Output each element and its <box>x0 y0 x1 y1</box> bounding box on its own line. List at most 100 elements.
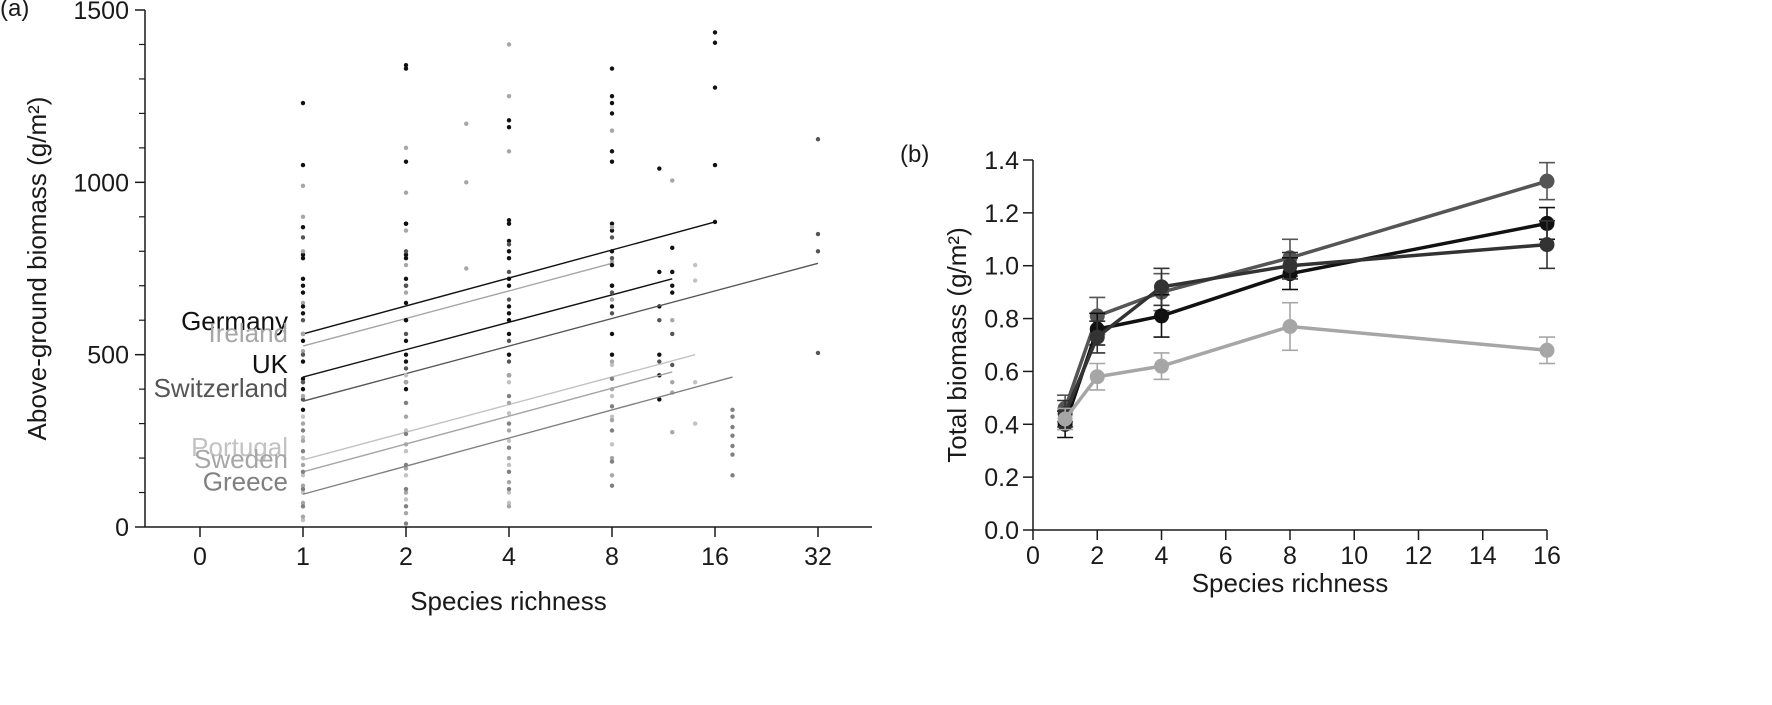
data-point <box>670 362 675 368</box>
data-point <box>403 262 409 268</box>
panel-label-a: (a) <box>0 0 29 22</box>
data-point <box>609 228 615 233</box>
series-greece: Greece <box>203 376 735 526</box>
data-point <box>300 183 306 188</box>
data-point <box>403 338 409 344</box>
data-point <box>403 511 409 516</box>
regression-line <box>302 278 673 378</box>
data-point <box>506 504 512 509</box>
data-point <box>506 486 512 492</box>
data-point <box>506 283 512 288</box>
data-point <box>609 255 615 261</box>
data-point <box>403 366 409 371</box>
y-tick-label: 1500 <box>73 0 129 25</box>
data-point <box>609 331 615 337</box>
data-point <box>692 278 698 283</box>
data-point <box>300 500 306 506</box>
data-point <box>730 452 735 457</box>
data-point <box>506 469 512 475</box>
data-point <box>609 111 615 116</box>
data-point <box>506 249 512 254</box>
data-point <box>609 352 615 357</box>
data-point <box>506 411 512 416</box>
data-point <box>506 479 512 485</box>
data-point <box>300 462 306 468</box>
data-point <box>403 448 409 454</box>
data-point <box>609 311 615 316</box>
data-point <box>815 350 821 356</box>
data-point <box>300 162 306 168</box>
data-point <box>403 283 409 288</box>
data-point <box>506 438 512 444</box>
data-point <box>464 180 469 185</box>
series-label: UK <box>252 349 289 379</box>
data-point <box>692 421 698 426</box>
data-point <box>609 235 615 240</box>
x-tick-label: 6 <box>1219 542 1233 570</box>
x-tick-label: 16 <box>701 543 729 571</box>
data-point <box>730 407 735 413</box>
regression-line <box>302 376 733 495</box>
data-point <box>506 331 512 337</box>
data-point <box>506 400 512 406</box>
regression-line <box>302 262 613 347</box>
data-point <box>692 262 698 268</box>
x-tick-label: 1 <box>296 543 310 571</box>
data-point <box>300 407 306 413</box>
data-point <box>403 400 409 406</box>
y-axis-label: Above-ground biomass (g/m²) <box>22 97 52 441</box>
data-point <box>403 497 409 502</box>
data-point <box>300 359 306 364</box>
data-point <box>300 435 306 440</box>
data-point <box>609 297 615 302</box>
data-point <box>403 373 409 378</box>
series-line <box>1063 324 1548 421</box>
y-tick-label: 0.2 <box>984 464 1019 492</box>
data-point <box>300 483 306 488</box>
data-point <box>506 242 512 247</box>
y-tick-label: 0.4 <box>984 411 1019 439</box>
panel-b-line-chart: 0.0 0.2 0.4 0.6 0.8 1.0 1.2 1.4 0 2 4 6 8 10 12 14 16 Spe… <box>900 141 1561 598</box>
data-point <box>506 359 512 364</box>
data-point <box>609 362 615 368</box>
series-label: Greece <box>203 466 288 496</box>
x-tick-label: 8 <box>1283 542 1297 570</box>
data-point <box>609 359 615 364</box>
data-point <box>712 162 718 168</box>
data-point <box>815 231 821 237</box>
data-point <box>506 221 512 226</box>
x-tick-label: 4 <box>1155 542 1169 570</box>
data-point <box>403 66 409 71</box>
y-tick-label: 0.0 <box>984 517 1019 545</box>
y-axis-label: Total biomass (g/m²) <box>942 227 972 463</box>
data-point <box>1089 329 1105 345</box>
data-point <box>300 331 306 337</box>
data-point <box>300 428 306 433</box>
x-axis-label: Species richness <box>1192 568 1389 598</box>
data-point <box>300 311 306 316</box>
data-point <box>609 259 615 264</box>
data-point <box>730 433 735 438</box>
data-point <box>506 269 512 275</box>
data-point <box>300 214 306 219</box>
x-tick-label: 12 <box>1405 542 1433 570</box>
regression-line <box>302 262 819 402</box>
data-point <box>657 352 662 357</box>
data-point <box>506 124 512 130</box>
data-point <box>730 424 735 430</box>
data-point <box>609 100 615 106</box>
data-point <box>609 473 615 478</box>
data-point <box>300 255 306 261</box>
data-point <box>815 137 821 142</box>
data-point <box>609 428 615 433</box>
data-point <box>506 490 512 495</box>
panel-a-scatter: 0 500 1000 1500 0 1 2 4 8 16 32 Species richness Abo… <box>0 0 872 616</box>
data-point <box>506 393 512 399</box>
series-switzerland: Switzerland <box>154 137 821 403</box>
data-point <box>692 380 698 385</box>
y-tick-label: 0 <box>115 514 129 542</box>
data-point <box>403 466 409 471</box>
data-point <box>403 300 409 306</box>
data-point <box>609 290 615 295</box>
data-point <box>403 414 409 419</box>
